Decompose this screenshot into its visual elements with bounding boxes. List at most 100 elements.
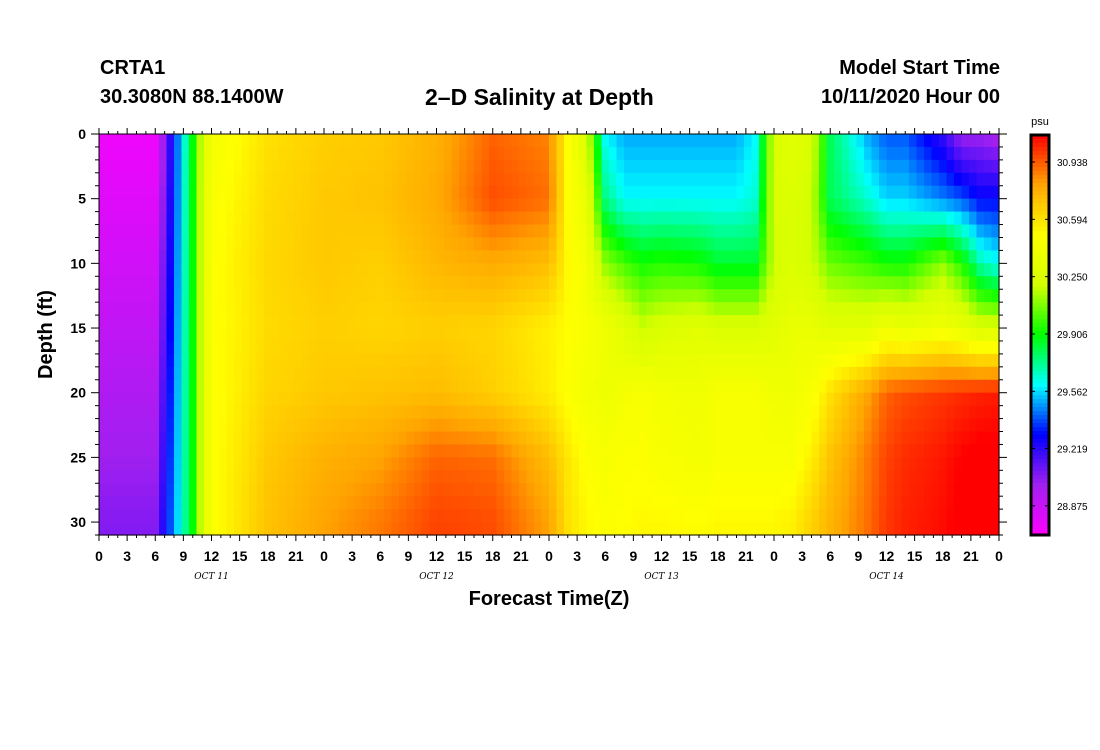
heatmap-cell	[129, 134, 138, 148]
heatmap-cell	[871, 483, 880, 497]
heatmap-cell	[136, 302, 145, 316]
colorbar-segment	[1031, 283, 1049, 288]
colorbar-segment	[1031, 183, 1049, 188]
heatmap-cell	[151, 522, 160, 536]
heatmap-cell	[189, 237, 198, 252]
heatmap-cell	[414, 224, 423, 239]
heatmap-cell	[751, 328, 760, 342]
heatmap-cell	[331, 198, 340, 213]
heatmap-cell	[826, 496, 835, 510]
heatmap-cell	[879, 328, 888, 342]
heatmap-cell	[241, 302, 250, 316]
heatmap-cell	[196, 366, 205, 381]
heatmap-cell	[429, 315, 438, 329]
heatmap-cell	[849, 276, 858, 290]
heatmap-cell	[796, 522, 805, 536]
heatmap-cell	[841, 146, 850, 161]
heatmap-cell	[256, 198, 265, 213]
heatmap-cell	[121, 418, 130, 433]
heatmap-cell	[414, 146, 423, 161]
heatmap-cell	[691, 457, 700, 471]
heatmap-cell	[189, 353, 198, 368]
heatmap-cell	[279, 315, 288, 329]
heatmap-cell	[549, 134, 558, 148]
heatmap-cell	[654, 315, 663, 329]
heatmap-cell	[189, 522, 198, 536]
heatmap-cell	[909, 328, 918, 342]
heatmap-cell	[99, 250, 108, 264]
heatmap-cell	[556, 418, 565, 433]
heatmap-cell	[804, 366, 813, 381]
heatmap-cell	[789, 328, 798, 342]
heatmap-cell	[669, 509, 678, 523]
heatmap-cell	[841, 392, 850, 407]
heatmap-cell	[519, 353, 528, 368]
heatmap-cell	[414, 379, 423, 394]
colorbar-segment	[1031, 147, 1049, 152]
heatmap-cell	[361, 263, 370, 277]
heatmap-cell	[781, 263, 790, 277]
heatmap-cell	[331, 134, 340, 148]
heatmap-cell	[954, 328, 963, 342]
heatmap-cell	[481, 211, 490, 226]
heatmap-cell	[286, 315, 295, 329]
heatmap-cell	[196, 340, 205, 355]
heatmap-cell	[459, 366, 468, 381]
heatmap-cell	[181, 172, 190, 187]
heatmap-cell	[399, 392, 408, 407]
heatmap-cell	[969, 328, 978, 342]
heatmap-cell	[181, 328, 190, 342]
heatmap-cell	[256, 457, 265, 471]
heatmap-cell	[744, 263, 753, 277]
heatmap-cell	[901, 366, 910, 381]
heatmap-cell	[834, 276, 843, 290]
heatmap-cell	[639, 353, 648, 368]
heatmap-cell	[204, 405, 213, 420]
heatmap-cell	[931, 146, 940, 161]
heatmap-cell	[564, 134, 573, 148]
heatmap-cell	[939, 276, 948, 290]
heatmap-cell	[249, 405, 258, 420]
heatmap-cell	[376, 470, 385, 484]
heatmap-cell	[414, 198, 423, 213]
heatmap-cell	[556, 198, 565, 213]
heatmap-cell	[541, 522, 550, 536]
heatmap-cell	[811, 263, 820, 277]
heatmap-cell	[849, 483, 858, 497]
colorbar-segment	[1031, 307, 1049, 312]
heatmap-cell	[886, 483, 895, 497]
heatmap-cell	[714, 353, 723, 368]
colorbar-segment	[1031, 295, 1049, 300]
heatmap-cell	[534, 172, 543, 187]
heatmap-cell	[174, 379, 183, 394]
heatmap-cell	[421, 315, 430, 329]
heatmap-cell	[294, 353, 303, 368]
heatmap-cell	[346, 237, 355, 252]
heatmap-cell	[939, 340, 948, 355]
heatmap-cell	[234, 457, 243, 471]
heatmap-cell	[316, 392, 325, 407]
heatmap-cell	[189, 392, 198, 407]
heatmap-cell	[721, 146, 730, 161]
heatmap-cell	[174, 496, 183, 510]
heatmap-cell	[399, 159, 408, 174]
heatmap-cell	[969, 211, 978, 226]
heatmap-cell	[159, 250, 168, 264]
heatmap-cell	[406, 457, 415, 471]
heatmap-cell	[901, 159, 910, 174]
colorbar-segment	[1031, 395, 1049, 400]
heatmap-cell	[759, 134, 768, 148]
heatmap-cell	[916, 276, 925, 290]
heatmap-cell	[369, 276, 378, 290]
heatmap-cell	[639, 431, 648, 446]
heatmap-cell	[556, 483, 565, 497]
heatmap-cell	[984, 315, 993, 329]
heatmap-cell	[481, 340, 490, 355]
heatmap-cell	[444, 509, 453, 523]
heatmap-cell	[946, 146, 955, 161]
heatmap-cell	[181, 457, 190, 471]
heatmap-cell	[444, 470, 453, 484]
heatmap-cell	[594, 483, 603, 497]
heatmap-cell	[564, 418, 573, 433]
station-id: CRTA1	[100, 57, 166, 79]
